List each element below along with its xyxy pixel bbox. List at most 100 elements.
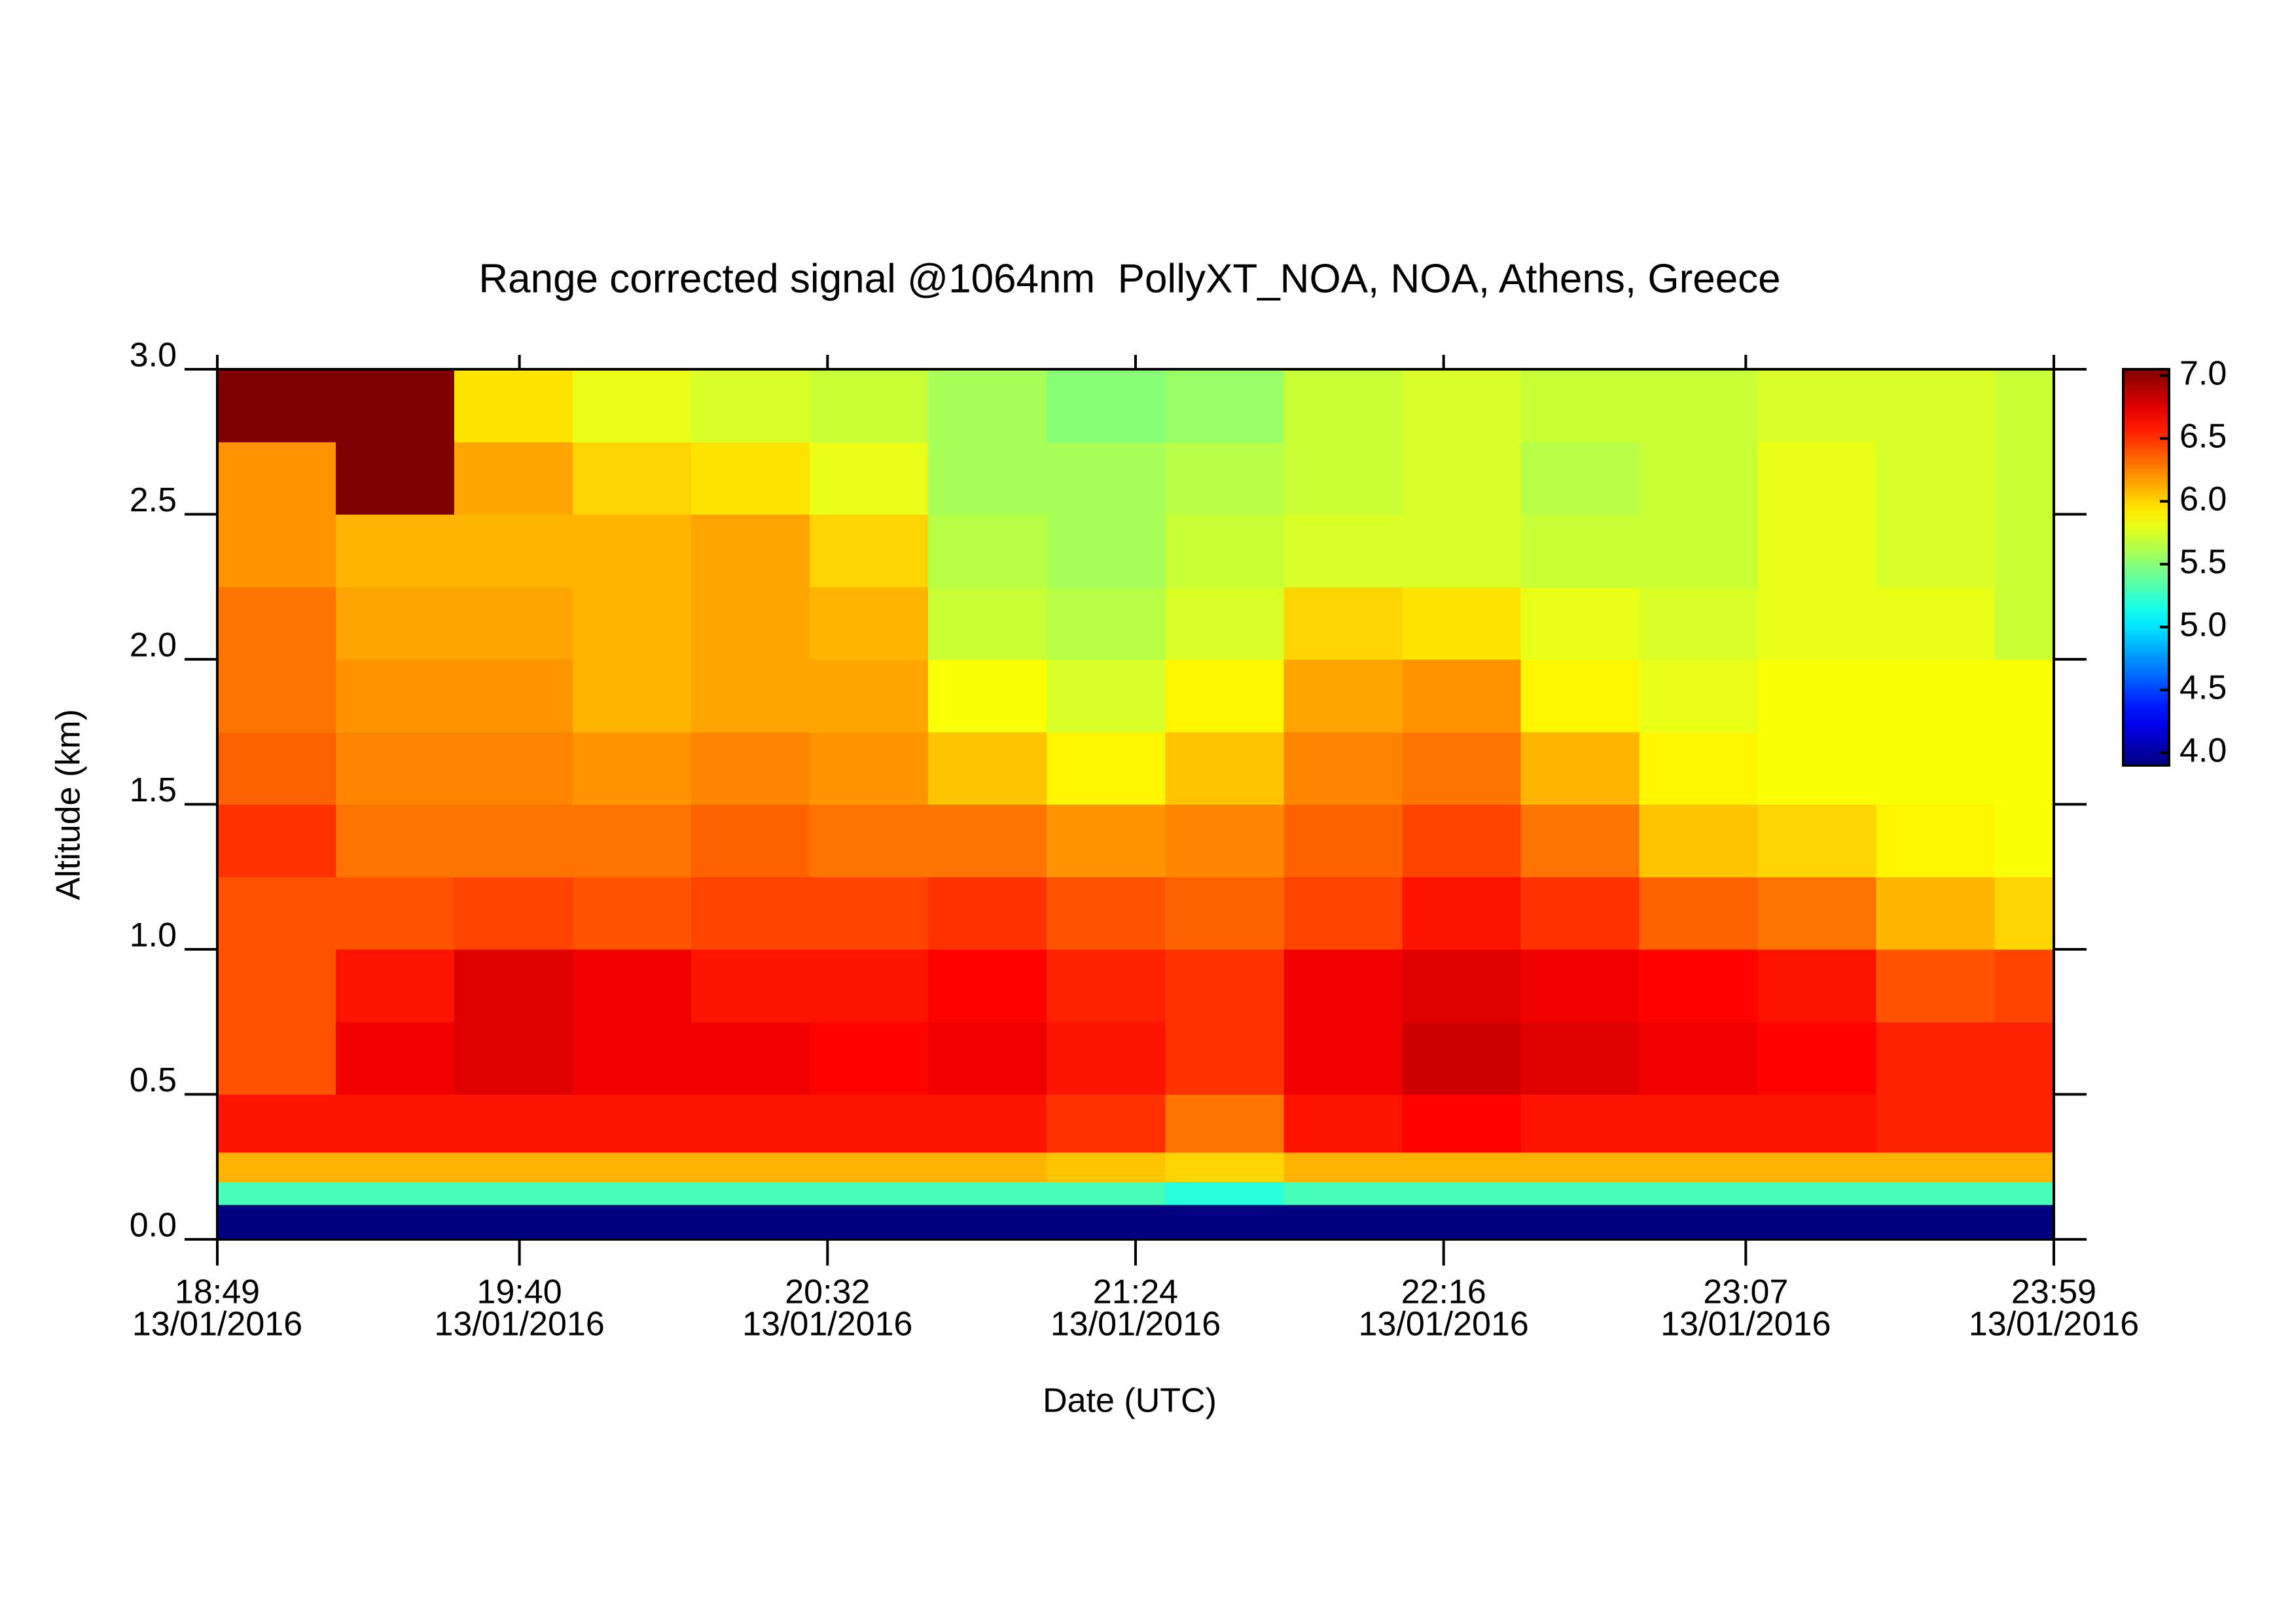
heatmap-cell — [573, 804, 692, 877]
heatmap-cell — [454, 1152, 573, 1182]
y-tick-label: 0.0 — [130, 1207, 177, 1245]
heatmap-cell — [1283, 877, 1403, 950]
heatmap-cell — [573, 877, 692, 950]
heatmap-cell — [1520, 804, 1640, 877]
x-tick-time: 23:07 — [1703, 1273, 1788, 1311]
heatmap-cell — [1402, 659, 1521, 733]
heatmap-cell — [1994, 804, 2054, 877]
heatmap-cell — [1165, 949, 1284, 1023]
heatmap-cell — [691, 1204, 810, 1240]
heatmap-cell — [1047, 659, 1166, 733]
heatmap-cell — [1639, 1181, 1758, 1205]
heatmap-cell — [1757, 587, 1876, 660]
heatmap-cell — [1165, 877, 1284, 950]
heatmap-cell — [1402, 804, 1521, 877]
heatmap-cell — [1757, 659, 1876, 733]
heatmap-cell — [1283, 1094, 1403, 1153]
heatmap-cell — [1165, 804, 1284, 877]
heatmap — [217, 369, 2054, 1240]
x-tick-date: 13/01/2016 — [742, 1305, 912, 1343]
heatmap-cell — [810, 441, 929, 515]
heatmap-cell — [1402, 731, 1521, 805]
heatmap-cell — [1757, 369, 1876, 443]
heatmap-cell — [1402, 949, 1521, 1023]
heatmap-cell — [454, 1094, 573, 1153]
heatmap-cell — [336, 587, 455, 660]
heatmap-cell — [1757, 514, 1876, 587]
heatmap-cell — [928, 369, 1047, 443]
colorbar-tick-label: 7.0 — [2179, 354, 2227, 392]
heatmap-cell — [810, 587, 929, 660]
heatmap-cell — [1165, 514, 1284, 587]
heatmap-cell — [336, 1181, 455, 1205]
heatmap-cell — [1639, 949, 1758, 1023]
heatmap-cell — [1283, 1204, 1403, 1240]
heatmap-cell — [217, 369, 336, 443]
heatmap-cell — [1520, 1152, 1640, 1182]
heatmap-cell — [1876, 949, 1995, 1023]
heatmap-cell — [454, 1204, 573, 1240]
heatmap-cell — [1283, 1021, 1403, 1095]
heatmap-cell — [1047, 369, 1166, 443]
heatmap-cell — [573, 514, 692, 587]
heatmap-cell — [810, 877, 929, 950]
heatmap-cell — [1283, 731, 1403, 805]
heatmap-cell — [1520, 731, 1640, 805]
heatmap-cell — [928, 587, 1047, 660]
heatmap-cell — [1047, 1094, 1166, 1153]
heatmap-cell — [1165, 369, 1284, 443]
heatmap-cell — [454, 877, 573, 950]
heatmap-cell — [1165, 587, 1284, 660]
heatmap-cell — [1994, 587, 2054, 660]
heatmap-cell — [928, 731, 1047, 805]
y-tick-label: 1.0 — [130, 917, 177, 955]
heatmap-cell — [336, 1021, 455, 1095]
heatmap-cell — [1639, 1021, 1758, 1095]
heatmap-cell — [1165, 1021, 1284, 1095]
heatmap-cell — [691, 731, 810, 805]
heatmap-cell — [810, 1152, 929, 1182]
heatmap-cell — [573, 1181, 692, 1205]
heatmap-cell — [691, 441, 810, 515]
heatmap-cell — [928, 877, 1047, 950]
heatmap-cell — [810, 949, 929, 1023]
y-tick-label: 2.0 — [130, 627, 177, 665]
heatmap-cell — [217, 1181, 336, 1205]
heatmap-cell — [454, 369, 573, 443]
heatmap-cell — [1876, 514, 1995, 587]
heatmap-cell — [1520, 1021, 1640, 1095]
heatmap-cell — [1757, 731, 1876, 805]
heatmap-cell — [810, 369, 929, 443]
heatmap-cell — [1639, 804, 1758, 877]
heatmap-cell — [1876, 659, 1995, 733]
heatmap-cell — [1520, 1181, 1640, 1205]
heatmap-cell — [928, 659, 1047, 733]
x-tick-date: 13/01/2016 — [1660, 1305, 1831, 1343]
heatmap-cell — [1047, 1152, 1166, 1182]
heatmap-cell — [1757, 1204, 1876, 1240]
heatmap-cell — [1047, 877, 1166, 950]
heatmap-cell — [691, 1181, 810, 1205]
heatmap-cell — [1165, 731, 1284, 805]
heatmap-cell — [1994, 877, 2054, 950]
heatmap-cell — [928, 1021, 1047, 1095]
heatmap-cell — [1165, 1181, 1284, 1205]
heatmap-cell — [1047, 949, 1166, 1023]
heatmap-cell — [1639, 369, 1758, 443]
heatmap-cell — [691, 369, 810, 443]
heatmap-cell — [928, 1181, 1047, 1205]
heatmap-cell — [573, 731, 692, 805]
heatmap-cell — [1994, 1204, 2054, 1240]
heatmap-cell — [1283, 949, 1403, 1023]
heatmap-cell — [1994, 949, 2054, 1023]
heatmap-cell — [454, 1181, 573, 1205]
heatmap-cell — [1994, 441, 2054, 515]
x-tick-date: 13/01/2016 — [1969, 1305, 2139, 1343]
heatmap-cell — [454, 804, 573, 877]
heatmap-cell — [454, 514, 573, 587]
heatmap-cell — [217, 1021, 336, 1095]
heatmap-cell — [336, 949, 455, 1023]
heatmap-cell — [1047, 514, 1166, 587]
